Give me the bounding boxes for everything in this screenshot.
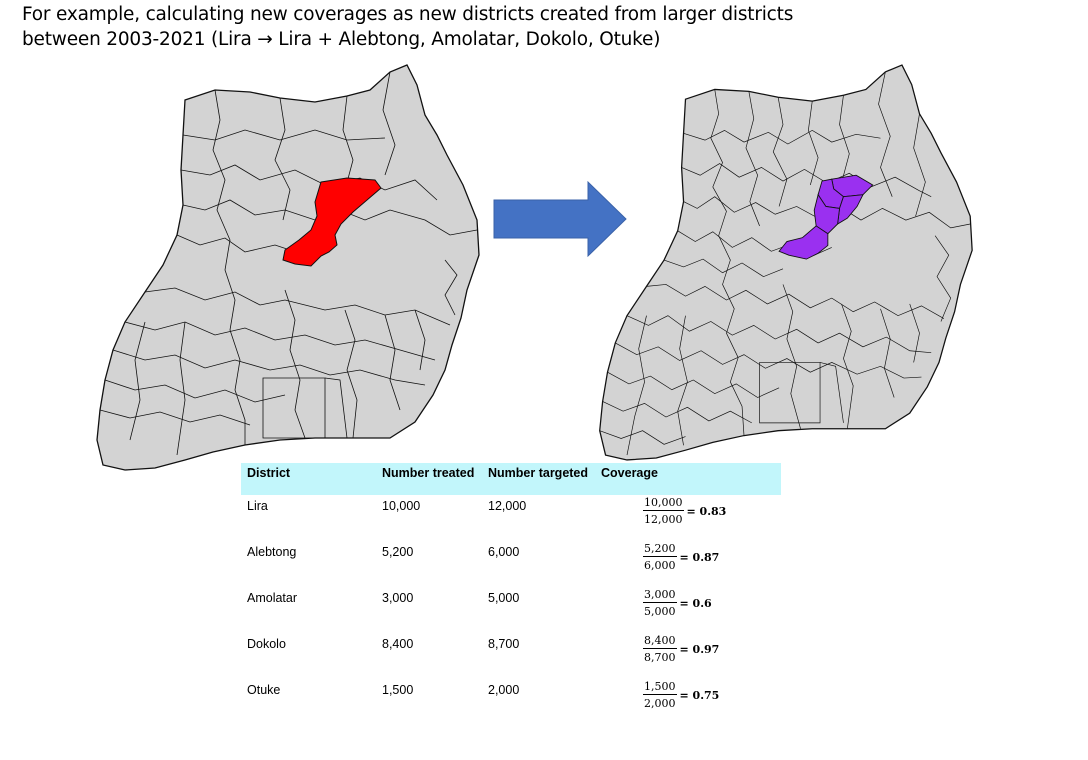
number-treated: 1,500 — [382, 683, 414, 697]
district-name: Otuke — [247, 683, 281, 697]
fraction-denominator: 2,000 — [644, 697, 676, 710]
number-treated: 8,400 — [382, 637, 414, 651]
header-coverage: Coverage — [601, 466, 658, 480]
coverage-value: = 0.6 — [679, 596, 712, 610]
table-row: Alebtong 5,200 6,000 5,200 6,000 = 0.87 — [241, 541, 781, 587]
fraction-numerator: 10,000 — [643, 496, 684, 511]
new-districts-highlight — [778, 174, 874, 260]
fraction-numerator: 5,200 — [643, 542, 677, 557]
title-line-2: between 2003-2021 (Lira → Lira + Alebton… — [22, 29, 661, 50]
number-targeted: 6,000 — [488, 545, 520, 559]
amolatar-region — [778, 225, 829, 260]
table-row: Lira 10,000 12,000 10,000 12,000 = 0.83 — [241, 495, 781, 541]
header-district: District — [247, 466, 291, 480]
title-line-1: For example, calculating new coverages a… — [22, 4, 794, 25]
coverage-table: District Number treated Number targeted … — [241, 463, 781, 725]
fraction-denominator: 12,000 — [644, 513, 683, 526]
number-targeted: 8,700 — [488, 637, 520, 651]
coverage-value: = 0.87 — [679, 550, 720, 564]
table-row: Amolatar 3,000 5,000 3,000 5,000 = 0.6 — [241, 587, 781, 633]
fraction-numerator: 3,000 — [643, 588, 677, 603]
fraction-denominator: 5,000 — [644, 605, 676, 618]
arrow-icon — [493, 180, 627, 258]
uganda-outline-after — [599, 64, 973, 461]
table-header: District Number treated Number targeted … — [241, 463, 781, 495]
coverage-formula: 3,000 5,000 = 0.6 — [643, 588, 712, 618]
uganda-map-before — [96, 64, 480, 471]
fraction-denominator: 8,700 — [644, 651, 676, 664]
uganda-map-after — [599, 64, 973, 461]
arrow-shape — [493, 180, 627, 258]
coverage-formula: 8,400 8,700 = 0.97 — [643, 634, 719, 664]
number-targeted: 12,000 — [488, 499, 527, 513]
district-name: Alebtong — [247, 545, 297, 559]
table-row: Otuke 1,500 2,000 1,500 2,000 = 0.75 — [241, 679, 781, 725]
number-treated: 5,200 — [382, 545, 414, 559]
district-name: Amolatar — [247, 591, 298, 605]
header-number-treated: Number treated — [382, 466, 475, 480]
coverage-value: = 0.97 — [679, 642, 720, 656]
number-treated: 10,000 — [382, 499, 421, 513]
header-number-targeted: Number targeted — [488, 466, 589, 480]
dokolo-region — [813, 193, 841, 235]
slide-title: For example, calculating new coverages a… — [22, 2, 794, 52]
coverage-value: = 0.75 — [679, 688, 720, 702]
district-boundaries-before — [99, 71, 478, 456]
lira-region-highlight — [282, 177, 382, 267]
fraction-numerator: 1,500 — [643, 680, 677, 695]
table-row: Dokolo 8,400 8,700 8,400 8,700 = 0.97 — [241, 633, 781, 679]
coverage-value: = 0.83 — [686, 504, 727, 518]
fraction-numerator: 8,400 — [643, 634, 677, 649]
coverage-formula: 10,000 12,000 = 0.83 — [643, 496, 726, 526]
uganda-outline-before — [96, 64, 480, 471]
number-treated: 3,000 — [382, 591, 414, 605]
district-name: Dokolo — [247, 637, 286, 651]
coverage-formula: 5,200 6,000 = 0.87 — [643, 542, 719, 572]
number-targeted: 2,000 — [488, 683, 520, 697]
number-targeted: 5,000 — [488, 591, 520, 605]
fraction-denominator: 6,000 — [644, 559, 676, 572]
coverage-formula: 1,500 2,000 = 0.75 — [643, 680, 719, 710]
district-name: Lira — [247, 499, 268, 513]
